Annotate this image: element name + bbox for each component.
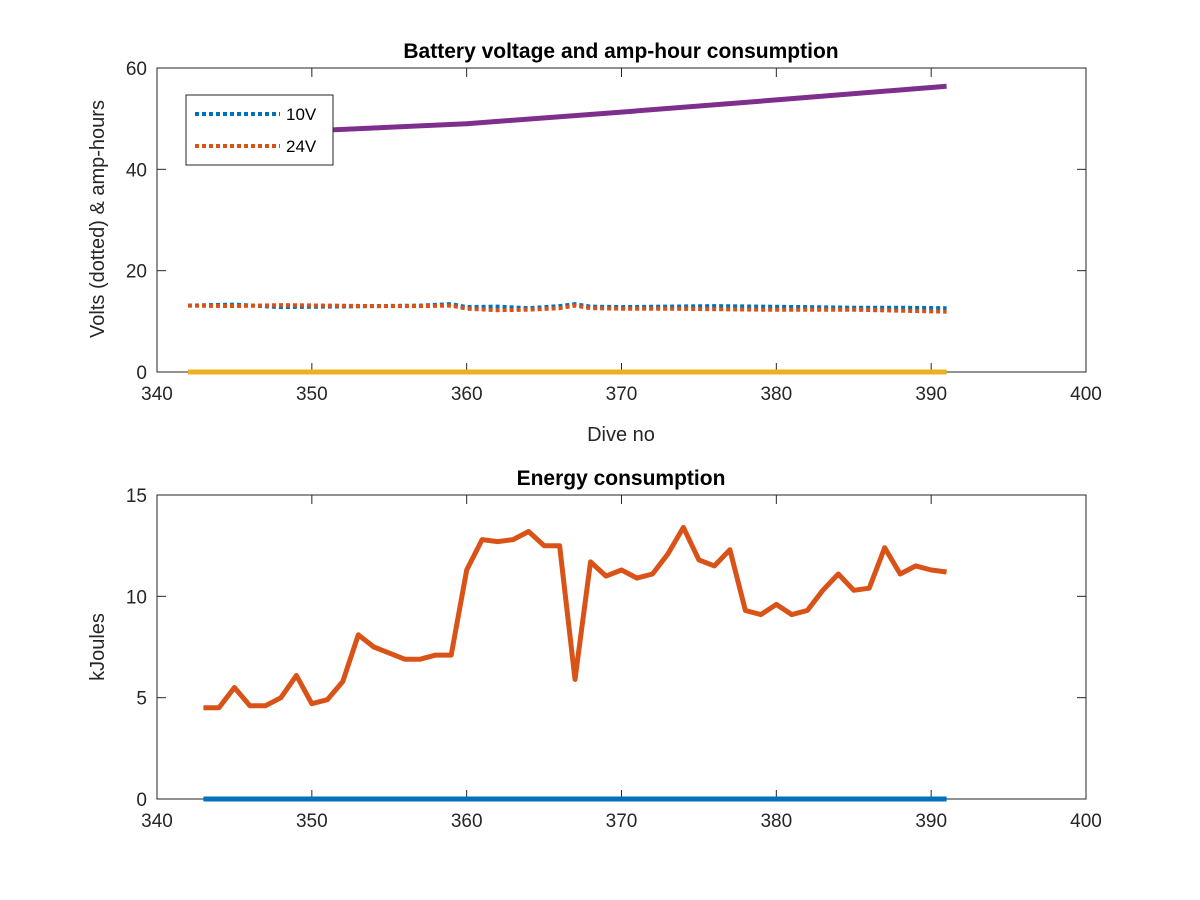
- legend: 10V 24V: [185, 94, 334, 166]
- plot-area: [156, 494, 1087, 800]
- x-tick-label: 360: [451, 384, 483, 405]
- y-axis-label: Volts (dotted) & amp-hours: [87, 100, 109, 338]
- series-line-2: [203, 524, 947, 711]
- chart-title: Battery voltage and amp-hour consumption: [403, 40, 838, 63]
- y-tick-label: 60: [126, 59, 147, 80]
- x-axis-label: Dive no: [587, 424, 655, 446]
- x-tick-label: 340: [141, 384, 173, 405]
- x-tick-label: 380: [760, 811, 792, 832]
- energy-chart: Energy consumption kJoules 340 350 360 370 3…: [87, 467, 1102, 832]
- y-tick-label: 40: [126, 160, 147, 181]
- x-tick-label: 370: [606, 811, 638, 832]
- y-axis-label: kJoules: [87, 613, 109, 681]
- series-line-24v: [187, 303, 947, 314]
- x-tick-label: 350: [296, 384, 328, 405]
- x-tick-label: 400: [1070, 811, 1102, 832]
- y-tick-label: 20: [126, 262, 147, 283]
- x-tick-label: 370: [606, 384, 638, 405]
- x-tick-label: 390: [915, 384, 947, 405]
- legend-box: [185, 94, 334, 166]
- chart-title: Energy consumption: [517, 467, 726, 490]
- x-tick-label: 340: [141, 811, 173, 832]
- x-tick-label: 380: [760, 384, 792, 405]
- y-tick-label: 0: [136, 790, 147, 811]
- y-tick-label: 15: [126, 486, 147, 507]
- y-tick-label: 5: [136, 689, 147, 710]
- legend-label-24v: 24V: [286, 137, 317, 156]
- x-tick-label: 390: [915, 811, 947, 832]
- voltage-chart: Battery voltage and amp-hour consumption…: [87, 40, 1102, 446]
- x-tick-label: 350: [296, 811, 328, 832]
- x-tick-label: 360: [451, 811, 483, 832]
- x-tick-label: 400: [1070, 384, 1102, 405]
- legend-label-10v: 10V: [286, 105, 317, 124]
- y-tick-label: 0: [136, 363, 147, 384]
- y-tick-label: 10: [126, 587, 147, 608]
- plot-area: [156, 67, 1087, 373]
